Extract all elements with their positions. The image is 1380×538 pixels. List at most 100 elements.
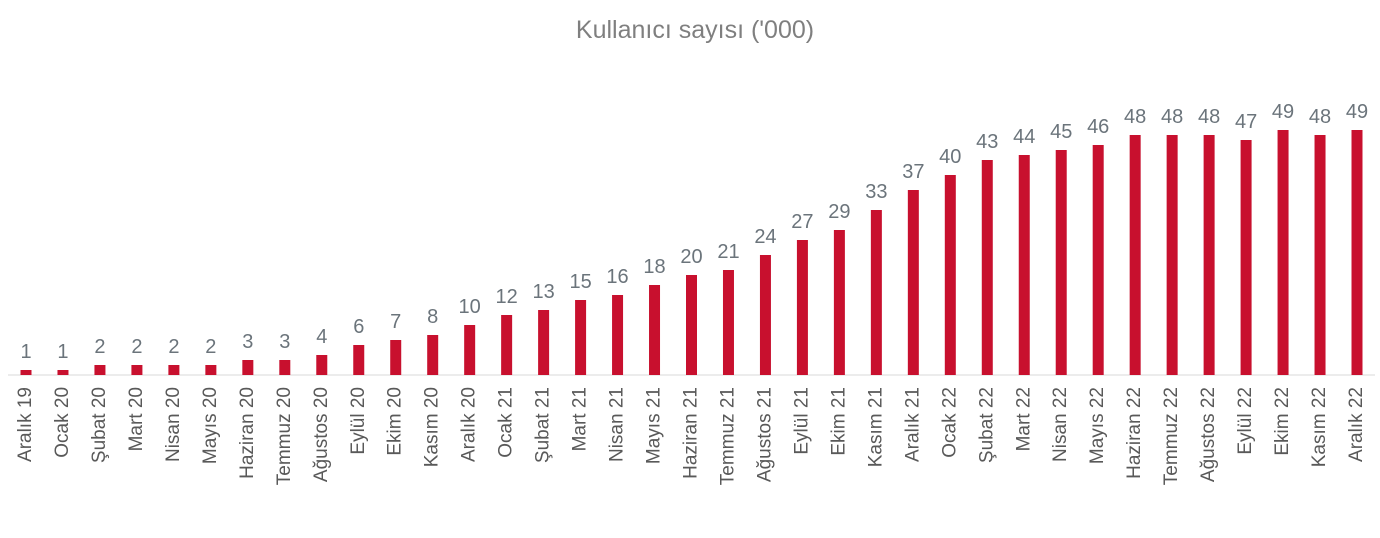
bar (944, 175, 956, 375)
x-tick-label: Şubat 21 (533, 387, 554, 463)
value-label: 47 (1235, 111, 1257, 133)
value-label: 40 (939, 146, 961, 168)
x-tick-label: Kasım 20 (422, 387, 443, 467)
bar (1092, 145, 1104, 375)
value-label: 29 (828, 201, 850, 223)
bar (353, 345, 365, 375)
x-tick-label: Kasım 21 (865, 387, 886, 467)
bar (759, 255, 771, 375)
x-tick-label: Ekim 20 (385, 387, 406, 456)
value-label: 13 (532, 281, 554, 303)
x-tick-label: Mayıs 21 (644, 387, 665, 464)
x-tick-label: Ocak 22 (939, 387, 960, 458)
x-tick-label: Nisan 21 (607, 387, 628, 462)
bar (20, 370, 32, 375)
value-label: 2 (131, 336, 142, 358)
x-tick-label: Mart 21 (570, 387, 591, 451)
value-label: 48 (1161, 106, 1183, 128)
value-label: 49 (1272, 101, 1294, 123)
value-label: 46 (1087, 116, 1109, 138)
value-label: 4 (316, 326, 327, 348)
x-tick-label: Temmuz 22 (1161, 387, 1182, 485)
value-label: 45 (1050, 121, 1072, 143)
x-tick-label: Temmuz 20 (274, 387, 295, 485)
value-label: 48 (1124, 106, 1146, 128)
x-tick-label: Mayıs 20 (200, 387, 221, 464)
bar (1314, 135, 1326, 375)
bar (1240, 140, 1252, 375)
x-tick-label: Şubat 20 (89, 387, 110, 463)
bar (907, 190, 919, 375)
bar (1129, 135, 1141, 375)
bar (981, 160, 993, 375)
x-tick-label: Ağustos 20 (311, 387, 332, 482)
x-tick-label: Temmuz 21 (717, 387, 738, 485)
x-tick-label: Aralık 20 (459, 387, 480, 462)
bar (1166, 135, 1178, 375)
x-tick-label: Şubat 22 (976, 387, 997, 463)
value-label: 6 (353, 316, 364, 338)
bar (796, 240, 808, 375)
x-tick-label: Mart 20 (126, 387, 147, 451)
x-tick-label: Ağustos 22 (1198, 387, 1219, 482)
x-tick-label: Eylül 20 (348, 387, 369, 455)
x-tick-label: Haziran 22 (1124, 387, 1145, 479)
x-tick-label: Aralık 19 (15, 387, 36, 462)
x-tick-label: Ağustos 21 (754, 387, 775, 482)
bar (168, 365, 180, 375)
value-label: 3 (279, 331, 290, 353)
x-tick-label: Ekim 22 (1272, 387, 1293, 456)
bar (390, 340, 402, 375)
value-label: 10 (459, 296, 481, 318)
value-label: 12 (496, 286, 518, 308)
value-label: 1 (57, 341, 68, 363)
x-tick-label: Nisan 22 (1050, 387, 1071, 462)
x-tick-label: Eylül 21 (791, 387, 812, 455)
bar (316, 355, 328, 375)
bar (538, 310, 550, 375)
bar (1018, 155, 1030, 375)
value-label: 49 (1346, 101, 1368, 123)
bar (612, 295, 624, 375)
value-label: 7 (390, 311, 401, 333)
bar (94, 365, 106, 375)
bar (575, 300, 587, 375)
value-label: 8 (427, 306, 438, 328)
bar (464, 325, 476, 375)
value-label: 37 (902, 161, 924, 183)
value-label: 33 (865, 181, 887, 203)
x-tick-label: Mart 22 (1013, 387, 1034, 451)
value-label: 48 (1309, 106, 1331, 128)
bar (279, 360, 291, 375)
x-tick-label: Haziran 21 (681, 387, 702, 479)
x-tick-label: Ocak 21 (496, 387, 517, 458)
bar (722, 270, 734, 375)
value-label: 15 (569, 271, 591, 293)
value-label: 21 (717, 241, 739, 263)
value-label: 2 (94, 336, 105, 358)
chart-title: Kullanıcı sayısı ('000) (576, 16, 814, 44)
bar (1277, 130, 1289, 375)
bar (686, 275, 697, 375)
value-label: 2 (168, 336, 179, 358)
bar (131, 365, 143, 375)
value-label: 27 (791, 211, 813, 233)
x-tick-label: Kasım 22 (1309, 387, 1330, 467)
value-label: 20 (680, 246, 702, 268)
value-label: 24 (754, 226, 776, 248)
bar (870, 210, 882, 375)
x-tick-label: Eylül 22 (1235, 387, 1256, 455)
x-tick-label: Aralık 22 (1346, 387, 1367, 462)
x-tick-label: Nisan 20 (163, 387, 184, 462)
value-label: 16 (606, 266, 628, 288)
bar (1055, 150, 1067, 375)
x-tick-label: Ekim 21 (828, 387, 849, 456)
x-tick-label: Ocak 20 (52, 387, 73, 458)
value-label: 18 (643, 256, 665, 278)
bar (57, 370, 69, 375)
x-tick-label: Mayıs 22 (1087, 387, 1108, 464)
bar (649, 285, 661, 375)
bar (242, 360, 254, 375)
